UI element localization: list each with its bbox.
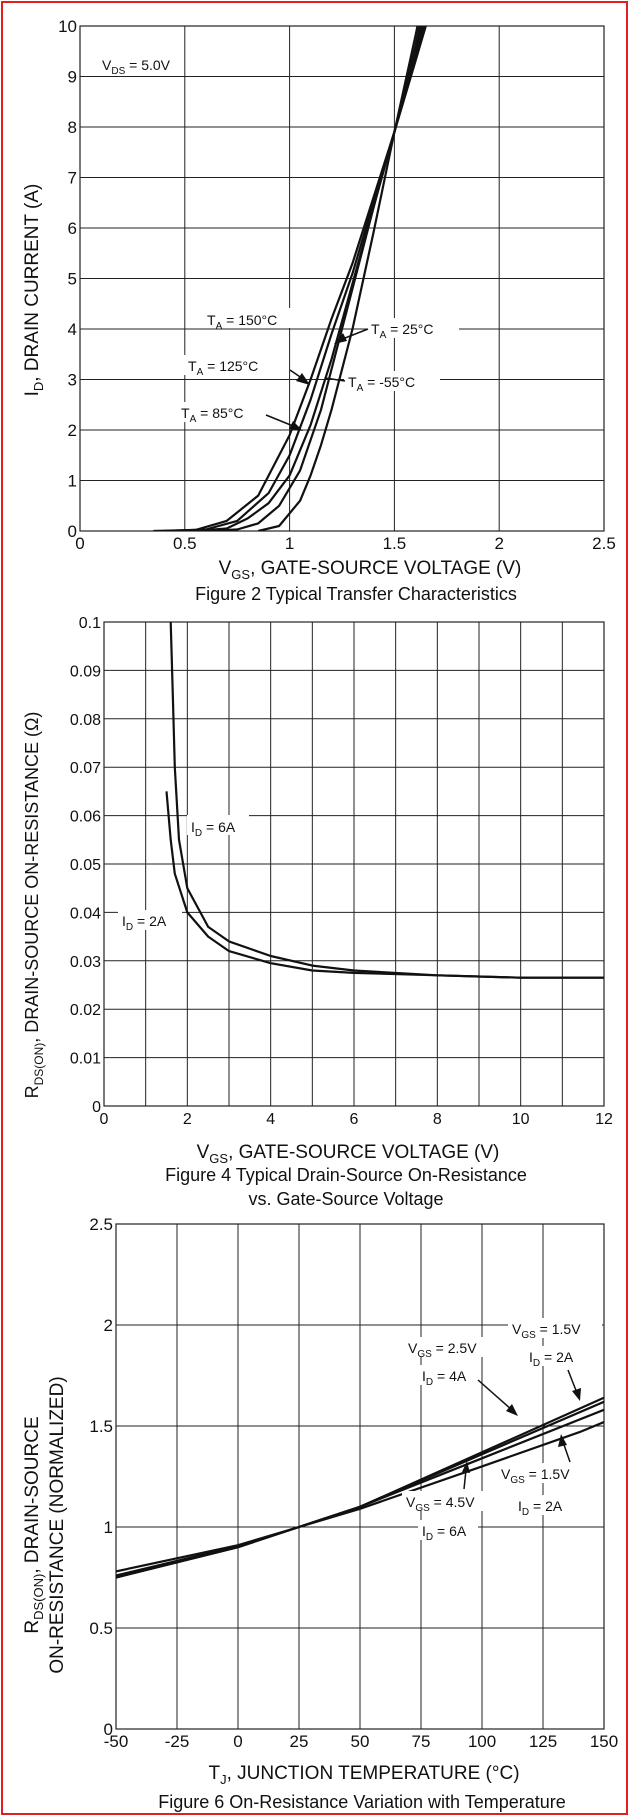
label-vgs-4p5: VGS = 4.5V xyxy=(406,1494,475,1514)
x-tick-label: 125 xyxy=(529,1732,557,1751)
y-tick-label: 0 xyxy=(68,522,77,541)
chart3-y-axis-label-line1: RDS(ON), DRAIN-SOURCE xyxy=(22,1416,46,1633)
y-tick-label: 0.04 xyxy=(70,905,101,922)
chart2-caption-line2: vs. Gate-Source Voltage xyxy=(248,1189,443,1209)
label-ta-125: TA = 125°C xyxy=(188,358,258,378)
x-tick-label: -25 xyxy=(165,1732,190,1751)
label-id-2a: ID = 2A xyxy=(122,913,167,933)
label-id-2a-lower: ID = 2A xyxy=(518,1498,563,1518)
y-tick-label: 4 xyxy=(68,320,77,339)
y-tick-label: 2 xyxy=(68,421,77,440)
y-tick-label: 0 xyxy=(92,1099,101,1116)
label-ta-150: TA = 150°C xyxy=(207,312,277,332)
x-tick-label: 150 xyxy=(590,1732,618,1751)
series-line xyxy=(116,1420,604,1573)
label-id-2a-upper: ID = 2A xyxy=(529,1349,574,1369)
y-tick-label: 6 xyxy=(68,219,77,238)
label-ta-m55: TA = -55°C xyxy=(348,374,415,394)
transfer-characteristics-chart: 0 0.5 1 1.5 2 2.5 0 1 2 3 4 5 6 7 8 9 10 xyxy=(58,17,616,553)
chart1-caption: Figure 2 Typical Transfer Characteristic… xyxy=(195,584,517,604)
x-tick-label: 1 xyxy=(285,534,294,553)
y-tick-label: 0 xyxy=(104,1720,113,1739)
y-tick-label: 0.07 xyxy=(70,760,101,777)
y-tick-label: 2.5 xyxy=(89,1215,113,1234)
y-tick-label: 0.05 xyxy=(70,857,101,874)
y-tick-label: 0.1 xyxy=(79,615,101,632)
chart3-caption: Figure 6 On-Resistance Variation with Te… xyxy=(158,1792,566,1812)
x-tick-label: 0.5 xyxy=(173,534,197,553)
chart2-curve-labels: ID = 6A ID = 2A xyxy=(118,815,249,933)
x-tick-label: 6 xyxy=(350,1111,359,1128)
label-id-6a: ID = 6A xyxy=(422,1523,467,1543)
y-tick-label: 8 xyxy=(68,118,77,137)
x-tick-label: 100 xyxy=(468,1732,496,1751)
y-tick-label: 1 xyxy=(68,472,77,491)
y-tick-label: 0.02 xyxy=(70,1002,101,1019)
y-tick-label: 3 xyxy=(68,371,77,390)
y-tick-label: 7 xyxy=(68,169,77,188)
y-tick-label: 5 xyxy=(68,270,77,289)
x-tick-label: 10 xyxy=(512,1111,530,1128)
series-line xyxy=(165,791,604,979)
y-tick-label: 9 xyxy=(68,68,77,87)
label-ta-25: TA = 25°C xyxy=(371,321,433,341)
plot-area-frame xyxy=(115,1223,605,1730)
x-tick-label: 1.5 xyxy=(383,534,407,553)
plot-area-frame xyxy=(103,621,605,1107)
x-tick-label: 75 xyxy=(412,1732,431,1751)
label-id-4a: ID = 4A xyxy=(422,1368,467,1388)
chart1-curve-labels: TA = 150°C TA = 125°C TA = 85°C TA = 25°… xyxy=(177,308,459,431)
x-tick-label: 25 xyxy=(290,1732,309,1751)
chart3-x-axis-label: TJ, JUNCTION TEMPERATURE (°C) xyxy=(208,1763,519,1787)
plot-area-frame xyxy=(79,25,605,532)
x-tick-label: 12 xyxy=(595,1111,613,1128)
x-tick-label: 0 xyxy=(100,1111,109,1128)
x-tick-label: 4 xyxy=(266,1111,275,1128)
x-tick-label: 2.5 xyxy=(592,534,616,553)
chart3-y-axis-label-line2: ON-RESISTANCE (NORMALIZED) xyxy=(47,1376,68,1673)
y-tick-label: 0.06 xyxy=(70,809,101,826)
y-tick-label: 10 xyxy=(58,17,77,36)
label-vgs-1p5-upper: VGS = 1.5V xyxy=(512,1321,581,1341)
x-tick-label: 50 xyxy=(351,1732,370,1751)
y-tick-label: 0.01 xyxy=(70,1051,101,1068)
y-tick-label: 1.5 xyxy=(89,1417,113,1436)
label-vgs-2p5: VGS = 2.5V xyxy=(408,1340,477,1360)
x-tick-label: 0 xyxy=(75,534,84,553)
x-tick-label: 2 xyxy=(494,534,503,553)
x-tick-label: 0 xyxy=(233,1732,242,1751)
y-tick-label: 1 xyxy=(104,1518,113,1537)
y-tick-label: 0.08 xyxy=(70,712,101,729)
x-tick-label: -50 xyxy=(104,1732,129,1751)
chart2-caption-line1: Figure 4 Typical Drain-Source On-Resista… xyxy=(165,1165,527,1185)
label-ta-85: TA = 85°C xyxy=(181,405,243,425)
label-vgs-1p5-lower: VGS = 1.5V xyxy=(501,1466,570,1486)
chart2-y-axis-label: RDS(ON), DRAIN-SOURCE ON-RESISTANCE (Ω) xyxy=(22,712,46,1099)
y-tick-label: 0.03 xyxy=(70,954,101,971)
chart3-curve-labels: VGS = 1.5V ID = 2A VGS = 2.5V ID = 4A VG… xyxy=(402,1318,602,1543)
chart1-vds-annotation: VDS = 5.0V xyxy=(102,57,171,77)
y-tick-label: 0.09 xyxy=(70,663,101,680)
x-tick-label: 8 xyxy=(433,1111,442,1128)
chart1-x-axis-label: VGS, GATE-SOURCE VOLTAGE (V) xyxy=(219,558,522,582)
series-line xyxy=(257,26,419,531)
chart1-y-axis-label: ID, DRAIN CURRENT (A) xyxy=(22,184,46,397)
label-id-6a: ID = 6A xyxy=(191,819,236,839)
y-tick-label: 2 xyxy=(104,1316,113,1335)
series-line xyxy=(169,622,604,979)
on-resistance-vs-vgs-chart: 0 2 4 6 8 10 12 0 0.01 0.02 0.03 0.04 0.05 0.06 0.07 0.… xyxy=(70,615,613,1128)
chart2-x-axis-label: VGS, GATE-SOURCE VOLTAGE (V) xyxy=(197,1142,500,1166)
y-tick-label: 0.5 xyxy=(89,1619,113,1638)
x-tick-label: 2 xyxy=(183,1111,192,1128)
